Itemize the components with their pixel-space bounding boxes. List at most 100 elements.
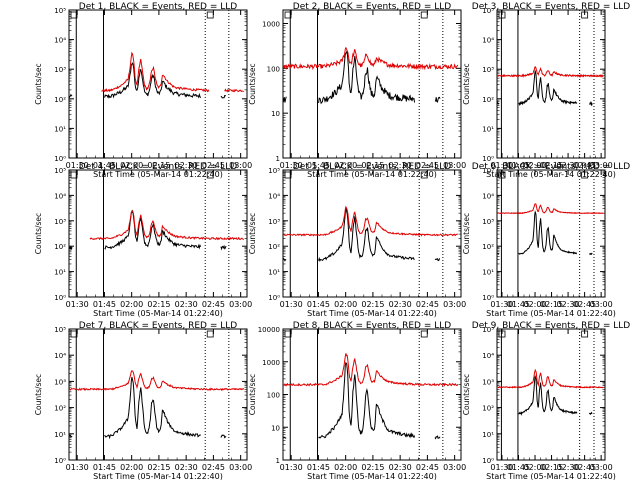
x-tick-label: 02:45 [573, 161, 596, 170]
x-tick-label: 02:30 [557, 161, 580, 170]
y-tick-label: 10³ [482, 66, 494, 74]
x-tick-label: 01:45 [93, 463, 116, 472]
y-tick-label: 10¹ [482, 269, 494, 277]
x-tick-label: 02:15 [147, 161, 170, 170]
series-lld-line [283, 46, 459, 71]
marker-box-right [206, 171, 214, 179]
detector-panel-1: Det 1, BLACK = Events, RED = LLD 10⁰ 10¹ 10… [34, 2, 252, 179]
x-tick-label: 01:30 [490, 300, 513, 309]
x-tick-label: 01:45 [507, 463, 530, 472]
marker-box-right [420, 171, 428, 179]
x-tick-label: 03:00 [590, 161, 613, 170]
y-tick-label: 10⁵ [482, 167, 494, 175]
x-tick-label: 01:45 [93, 161, 116, 170]
x-tick-label: 01:30 [66, 161, 89, 170]
x-tick-label: 01:45 [307, 463, 330, 472]
y-tick-label: 10⁰ [268, 294, 280, 302]
series-lld-line [101, 51, 244, 93]
marker-box-right [581, 11, 589, 19]
x-axis-label: Start Time (05-Mar-14 01:22:40) [486, 170, 616, 179]
series-events-line [497, 70, 593, 107]
detector-panel-6: Det 6, BLACK = Events, RED = LLD 10⁰ 10¹ 10… [462, 162, 630, 318]
plot-frame [282, 9, 462, 159]
x-tick-label: 01:30 [490, 463, 513, 472]
y-tick-label: 10⁰ [54, 155, 66, 163]
y-tick-label: 10⁵ [54, 7, 66, 15]
x-tick-label: 02:00 [334, 161, 357, 170]
chart-title: Det 1, BLACK = Events, RED = LLD [79, 2, 238, 12]
x-axis-label: Start Time (05-Mar-14 01:22:40) [486, 472, 616, 480]
series-events-line [69, 62, 226, 99]
chart-title: Det 5, BLACK = Events, RED = LLD [293, 162, 452, 172]
x-tick-label: 03:00 [443, 463, 466, 472]
x-tick-label: 02:30 [557, 463, 580, 472]
x-tick-label: 03:00 [229, 161, 252, 170]
x-tick-label: 01:30 [280, 463, 303, 472]
x-tick-label: 01:45 [507, 161, 530, 170]
y-tick-label: 10⁴ [482, 352, 494, 360]
x-tick-label: 02:30 [175, 463, 198, 472]
x-tick-label: 02:30 [175, 300, 198, 309]
plot-frame [282, 169, 462, 298]
y-tick-label: 10³ [54, 66, 66, 74]
y-tick-label: 10⁰ [482, 155, 494, 163]
x-tick-label: 01:45 [93, 300, 116, 309]
marker-box-left [284, 330, 292, 338]
detector-panel-3: Det 3, BLACK = Events, RED = LLD 10⁰ 10¹ 10… [462, 2, 630, 179]
y-tick-label: 10⁴ [54, 192, 66, 200]
series-lld-line [497, 368, 604, 389]
x-tick-label: 02:00 [523, 463, 546, 472]
marker-box-left [498, 11, 506, 19]
y-tick-label: 10¹ [54, 431, 66, 439]
marker-box-left [70, 11, 78, 19]
x-tick-label: 02:30 [557, 300, 580, 309]
series-lld-line [497, 66, 604, 78]
y-tick-label: 1 [276, 155, 280, 163]
marker-box-right [581, 171, 589, 179]
x-tick-label: 02:15 [147, 463, 170, 472]
series-events-line [69, 209, 227, 251]
y-tick-label: 10¹ [482, 431, 494, 439]
plot-frame [68, 169, 248, 298]
x-tick-label: 03:00 [590, 300, 613, 309]
x-tick-label: 02:00 [120, 161, 143, 170]
series-events-line [69, 376, 227, 440]
x-tick-label: 01:30 [490, 161, 513, 170]
chart-title: Det 3, BLACK = Events, RED = LLD [472, 2, 631, 12]
y-tick-label: 10⁵ [482, 7, 494, 15]
marker-box-left [498, 171, 506, 179]
x-axis-label: Start Time (05-Mar-14 01:22:40) [93, 170, 223, 179]
y-tick-label: 10⁵ [482, 326, 494, 334]
plot-frame [496, 169, 606, 298]
marker-box-right [206, 330, 214, 338]
x-tick-label: 03:00 [590, 463, 613, 472]
y-axis-label: Counts/sec [34, 63, 43, 104]
y-tick-label: 10² [268, 243, 280, 251]
x-tick-label: 02:30 [389, 463, 412, 472]
x-tick-label: 02:00 [334, 300, 357, 309]
x-tick-label: 02:45 [573, 463, 596, 472]
series-events-line [497, 374, 593, 417]
y-tick-label: 10⁴ [54, 352, 66, 360]
marker-box-right [206, 11, 214, 19]
plot-frame [282, 328, 462, 461]
x-tick-label: 02:45 [202, 463, 225, 472]
chart-title: Det 4, BLACK = Events, RED = LLD [79, 162, 238, 172]
chart-title: Det 2, BLACK = Events, RED = LLD [293, 2, 452, 12]
x-tick-label: 02:45 [416, 300, 439, 309]
plot-frame [68, 328, 248, 461]
x-tick-label: 02:45 [416, 463, 439, 472]
chart-title: Det 9, BLACK = Events, RED = LLD [472, 321, 631, 331]
x-tick-label: 01:30 [66, 300, 89, 309]
series-events-line [283, 207, 441, 263]
x-tick-label: 02:00 [523, 161, 546, 170]
detector-panel-9: Det 9, BLACK = Events, RED = LLD 10⁰ 10¹ 10… [462, 321, 631, 481]
marker-box-right [420, 11, 428, 19]
y-tick-label: 1000 [262, 359, 280, 367]
y-axis-label: Counts/sec [34, 374, 43, 415]
x-tick-label: 02:30 [175, 161, 198, 170]
y-tick-label: 10¹ [54, 269, 66, 277]
x-tick-label: 02:45 [573, 300, 596, 309]
